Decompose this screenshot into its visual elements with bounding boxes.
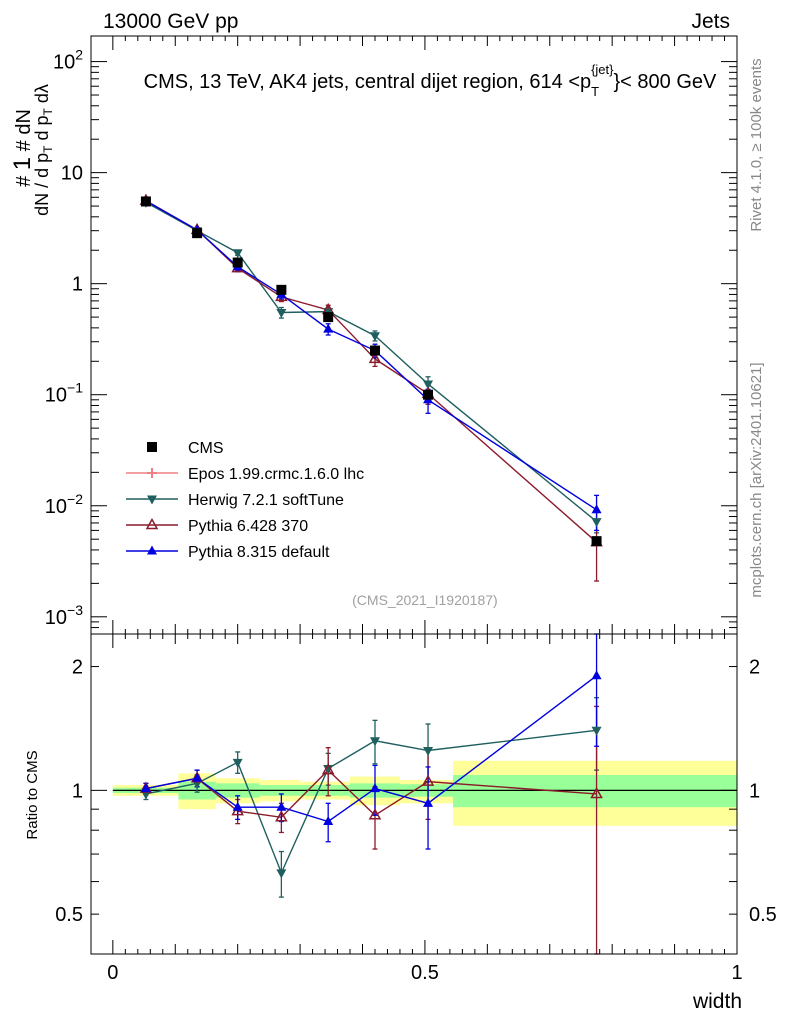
pythia8-ratio-point (369, 783, 380, 793)
x-tick-label: 0 (107, 962, 118, 984)
y-tick-label: 2 (72, 657, 83, 679)
herwig-ratio-point (591, 726, 602, 736)
legend-label-pythia6: Pythia 6.428 370 (188, 518, 308, 535)
herwig-ratio-point (323, 765, 334, 775)
y-tick-label: 10 (61, 163, 83, 185)
pythia8-ratio-point (323, 815, 334, 825)
cms-point (369, 345, 380, 356)
mcplots-label: mcplots.cern.ch [arXiv:2401.10621] (748, 362, 765, 597)
ratio-y-axis-label: Ratio to CMS (24, 750, 41, 839)
cms-point (276, 284, 287, 295)
legend-label-pythia8: Pythia 8.315 default (188, 544, 330, 561)
herwig-point (276, 309, 287, 319)
legend-marker-cms (147, 442, 157, 452)
cms-point (323, 312, 334, 323)
cms-point (423, 389, 434, 400)
ratio-plot-area: 0 0.5 1 0.5 0.5 1 1 2 2 (55, 633, 777, 984)
main-title: CMS, 13 TeV, AK4 jets, central dijet reg… (144, 62, 717, 99)
ratio-frame (90, 633, 738, 955)
legend-marker-pythia6 (145, 517, 159, 530)
pythia6-ratio-point (590, 786, 603, 799)
y-tick-label-right: 1 (749, 780, 760, 802)
pythia6-ratio-point (368, 808, 382, 820)
pythia6-point (368, 351, 382, 364)
watermark: (CMS_2021_I1920187) (352, 592, 498, 608)
y-tick-label: 1 (72, 780, 83, 802)
pythia8-ratio-line (145, 675, 597, 823)
y-tick-label: 10−3 (45, 602, 83, 629)
herwig-ratio-point (276, 869, 287, 879)
header-left: 13000 GeV pp (103, 10, 238, 33)
main-y-axis-label: # 1 # dN dN / d pT d pT dλ (9, 84, 55, 216)
pythia6-ratio-point (421, 774, 435, 786)
pythia8-ratio-point (276, 801, 287, 811)
herwig-point (232, 249, 243, 259)
cms-point (232, 257, 243, 268)
svg-text:# 1 # dN: # 1 # dN (9, 109, 36, 187)
pythia8-point (323, 323, 334, 333)
herwig-point (369, 332, 380, 342)
herwig-point (423, 380, 434, 390)
y-tick-label-right: 2 (749, 657, 760, 679)
herwig-ratio-line (145, 729, 597, 875)
x-axis-label: width (692, 990, 742, 1013)
pythia8-point (591, 504, 602, 514)
pythia6-line (145, 199, 598, 543)
herwig-ratio-point (423, 747, 434, 757)
x-tick-label: 0.5 (411, 962, 439, 984)
legend-marker-pythia8 (147, 545, 157, 555)
cms-point (192, 228, 203, 239)
legend-label-epos: Epos 1.99.crmc.1.6.0 lhc (188, 466, 364, 483)
legend-label-cms: CMS (188, 440, 224, 457)
svg-text:dN / d pT d pT dλ: dN / d pT d pT dλ (32, 84, 55, 216)
legend-marker-herwig (147, 495, 157, 505)
pythia6-ratio-point (275, 810, 288, 822)
pythia6-ratio-point (321, 763, 335, 775)
y-tick-label-right: 0.5 (749, 904, 777, 926)
pythia8-ratio-point (423, 797, 434, 807)
y-tick-label: 10−2 (45, 491, 83, 518)
main-plot-area: (CMS_2021_I1920187) 10−3 10−2 10−1 1 10 102 CMS… (45, 35, 738, 635)
x-tick-label: 1 (731, 962, 742, 984)
legend-marker-epos (147, 468, 157, 478)
pythia8-ratio-point (140, 783, 151, 793)
cms-point (591, 536, 602, 547)
y-tick-label: 1 (72, 274, 83, 296)
legend-label-herwig: Herwig 7.2.1 softTune (188, 492, 344, 509)
pythia8-line (145, 200, 597, 511)
y-tick-label: 0.5 (55, 904, 83, 926)
header-right: Jets (691, 10, 730, 33)
cms-point (140, 196, 151, 207)
pythia8-ratio-point (232, 801, 243, 811)
pythia8-ratio-point (192, 772, 203, 782)
rivet-label: Rivet 4.1.0, ≥ 100k events (748, 58, 765, 231)
herwig-ratio-point (369, 737, 380, 747)
pythia8-ratio-point (591, 670, 602, 680)
herwig-ratio-point (232, 758, 243, 768)
y-tick-label: 102 (53, 47, 83, 74)
y-tick-label: 10−1 (45, 380, 83, 407)
herwig-point (591, 518, 602, 528)
